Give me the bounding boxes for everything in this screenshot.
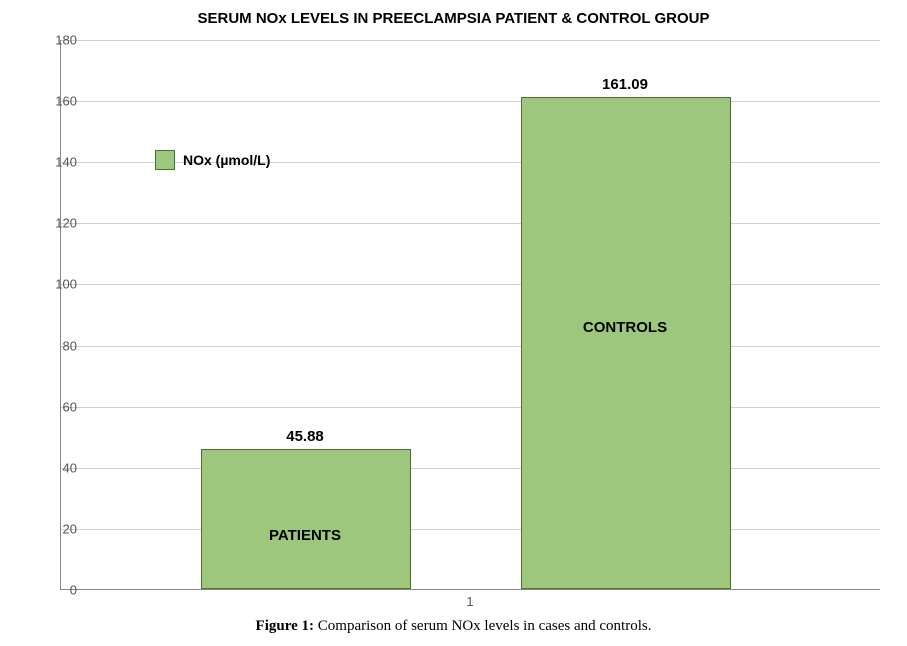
y-tick-label: 80 bbox=[37, 338, 77, 353]
y-tick-label: 20 bbox=[37, 521, 77, 536]
bar-category-label: PATIENTS bbox=[269, 527, 341, 544]
caption-prefix: Figure 1: bbox=[256, 618, 314, 634]
y-tick-label: 60 bbox=[37, 399, 77, 414]
gridline bbox=[61, 284, 880, 285]
caption-text: Comparison of serum NOx levels in cases … bbox=[314, 618, 651, 634]
y-tick-label: 180 bbox=[37, 33, 77, 48]
chart-title: SERUM NOx LEVELS IN PREECLAMPSIA PATIENT… bbox=[0, 10, 907, 27]
gridline bbox=[61, 40, 880, 41]
bar bbox=[201, 449, 411, 589]
y-tick-label: 120 bbox=[37, 216, 77, 231]
gridline bbox=[61, 468, 880, 469]
y-tick-label: 40 bbox=[37, 460, 77, 475]
legend-label: NOx (µmol/L) bbox=[183, 152, 270, 168]
gridline bbox=[61, 407, 880, 408]
y-tick-label: 160 bbox=[37, 94, 77, 109]
y-tick-label: 140 bbox=[37, 155, 77, 170]
bar bbox=[521, 97, 731, 589]
legend-swatch bbox=[155, 150, 175, 170]
gridline bbox=[61, 223, 880, 224]
legend: NOx (µmol/L) bbox=[155, 150, 270, 170]
plot-area bbox=[60, 40, 880, 590]
bar-category-label: CONTROLS bbox=[583, 319, 667, 336]
gridline bbox=[61, 346, 880, 347]
gridline bbox=[61, 101, 880, 102]
y-tick-label: 100 bbox=[37, 277, 77, 292]
chart-container: SERUM NOx LEVELS IN PREECLAMPSIA PATIENT… bbox=[0, 0, 907, 646]
bar-value-label: 161.09 bbox=[602, 76, 648, 93]
bar-value-label: 45.88 bbox=[286, 428, 324, 445]
gridline bbox=[61, 529, 880, 530]
figure-caption: Figure 1: Comparison of serum NOx levels… bbox=[0, 618, 907, 635]
x-axis-center-label: 1 bbox=[60, 594, 880, 609]
